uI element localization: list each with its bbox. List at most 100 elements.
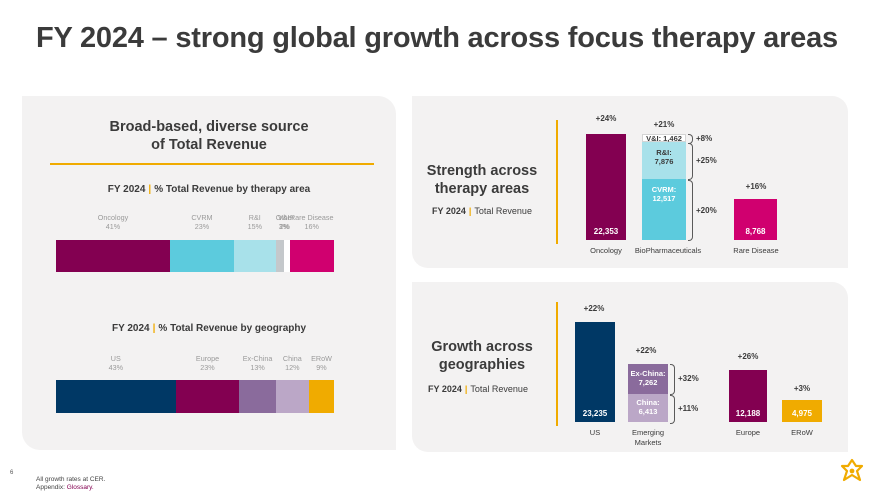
geo-mix-label: ERoW 9% <box>311 354 332 372</box>
geo-mix-subtitle-year: FY 2024 <box>111 323 150 334</box>
cvrm-value: 12,517 <box>652 194 676 203</box>
revenue-mix-title: Broad-based, diverse source of Total Rev… <box>22 118 396 154</box>
biopharma-growth: +21% <box>653 120 675 129</box>
cvrm-growth: +20% <box>696 206 717 215</box>
erow-growth: +3% <box>793 384 811 393</box>
pipe-separator: | <box>152 323 156 334</box>
revenue-mix-panel: Broad-based, diverse source of Total Rev… <box>22 96 396 450</box>
geography-title: Growth across geographies <box>412 338 552 374</box>
footnote: All growth rates at CER. Appendix: Gloss… <box>36 476 105 492</box>
cvrm-segment: CVRM: 12,517 <box>642 179 686 240</box>
vi-growth: +8% <box>696 134 713 143</box>
geography-title-line2: geographies <box>438 357 526 373</box>
geo-mix-label-name: ERoW <box>311 354 332 363</box>
accent-divider <box>556 302 558 426</box>
oncology-bar: 22,353 <box>586 134 626 240</box>
geo-mix-segment-china <box>275 380 309 413</box>
rare-value: 8,768 <box>745 227 766 236</box>
us-bar: 23,235 <box>575 322 615 422</box>
therapy-mix-label: CVRM 23% <box>191 213 212 231</box>
glossary-link[interactable]: Glossary. <box>66 484 94 491</box>
therapy-mix-label: R&I 15% <box>248 213 262 231</box>
geo-mix-label-pct: 9% <box>316 363 327 372</box>
cvrm-label: CVRM: 12,517 <box>642 185 686 203</box>
china-value: 6,413 <box>638 407 658 416</box>
therapy-mix-label-pct: 2% <box>279 222 290 231</box>
oncology-growth: +24% <box>595 114 617 123</box>
therapy-area-subtitle-year: FY 2024 <box>432 206 466 216</box>
europe-bar: 12,188 <box>729 370 767 422</box>
us-value: 23,235 <box>582 409 608 418</box>
geography-subtitle-year: FY 2024 <box>428 384 462 394</box>
therapy-mix-label-pct: 3% <box>278 222 289 231</box>
therapy-area-subtitle: FY 2024 | Total Revenue <box>432 206 532 216</box>
geo-mix-segment-us <box>56 380 176 413</box>
geo-mix-label-pct: 23% <box>200 363 215 372</box>
footnote-prefix: Appendix: <box>36 484 67 491</box>
rare-bar: 8,768 <box>734 199 777 240</box>
page-number: 6 <box>10 470 14 476</box>
revenue-mix-title-line1: Broad-based, diverse source <box>109 119 309 135</box>
therapy-mix-label-name: Other <box>275 213 294 222</box>
ri-label: R&I: 7,876 <box>642 148 686 166</box>
geo-mix-label: Europe 23% <box>196 354 219 372</box>
exchina-brace <box>670 364 675 395</box>
ri-segment: R&I: 7,876 <box>642 142 686 179</box>
erow-value: 4,975 <box>791 409 813 418</box>
pipe-separator: | <box>468 206 472 216</box>
exchina-value: 7,262 <box>638 378 658 387</box>
company-logo-icon <box>840 458 864 482</box>
geography-subtitle-text: Total Revenue <box>470 384 528 394</box>
exchina-growth: +32% <box>678 374 699 383</box>
therapy-mix-segment-cvrm <box>169 240 234 272</box>
oncology-label: Oncology <box>590 246 622 255</box>
geography-subtitle: FY 2024 | Total Revenue <box>428 384 528 394</box>
erow-bar: 4,975 <box>782 400 822 422</box>
footnote-line1: All growth rates at CER. <box>36 476 106 483</box>
geo-mix-bar <box>56 380 334 413</box>
geo-mix-label-name: Ex-China <box>242 354 273 363</box>
europe-value: 12,188 <box>735 409 761 418</box>
erow-label: ERoW <box>791 428 813 437</box>
therapy-mix-label-pct: 41% <box>105 222 121 231</box>
china-brace <box>670 395 675 424</box>
therapy-mix-label: Other 2% <box>276 213 294 231</box>
therapy-area-subtitle-text: Total Revenue <box>474 206 532 216</box>
therapy-mix-label-name: V&I <box>277 213 290 222</box>
em-label: Emerging Markets <box>632 428 664 448</box>
vi-segment: V&I: 1,462 <box>642 134 686 143</box>
pipe-separator: | <box>148 184 152 195</box>
therapy-mix-segment-r-i <box>233 240 276 272</box>
therapy-mix-segment-oncology <box>56 240 170 272</box>
us-growth: +22% <box>583 304 605 313</box>
rare-growth: +16% <box>745 182 767 191</box>
oncology-value: 22,353 <box>593 227 619 236</box>
geo-mix-subtitle-text: % Total Revenue by geography <box>158 323 307 334</box>
geo-mix-segment-europe <box>175 380 240 413</box>
ri-brace <box>688 143 693 180</box>
revenue-mix-title-line2: of Total Revenue <box>151 137 267 153</box>
therapy-area-panel: Strength across therapy areas FY 2024 | To… <box>412 96 848 268</box>
exchina-name: Ex-China: <box>630 369 666 378</box>
page-title: FY 2024 – strong global growth across fo… <box>36 22 838 54</box>
europe-growth: +26% <box>737 352 759 361</box>
china-segment: China: 6,413 <box>628 394 668 422</box>
geography-panel: Growth across geographies FY 2024 | Total … <box>412 282 848 452</box>
therapy-area-title: Strength across therapy areas <box>412 162 552 198</box>
ri-name: R&I: <box>656 148 672 157</box>
therapy-mix-label: Oncology 41% <box>98 213 128 231</box>
cvrm-brace <box>688 180 693 241</box>
europe-label: Europe <box>735 428 761 437</box>
footnote-line2: Appendix: Glossary. <box>36 484 105 492</box>
therapy-mix-label: Rare Disease 16% <box>290 213 334 231</box>
geo-mix-label: US 43% <box>109 354 123 372</box>
geo-mix-subtitle: FY 2024 |% Total Revenue by geography <box>22 323 396 334</box>
cvrm-name: CVRM: <box>651 185 677 194</box>
therapy-mix-label: V&I 3% <box>278 213 290 231</box>
geo-mix-label-name: China <box>282 354 302 363</box>
therapy-mix-label-pct: 23% <box>194 222 210 231</box>
us-label: US <box>589 428 601 437</box>
em-label-line1: Emerging <box>631 428 665 437</box>
divider <box>50 163 374 165</box>
therapy-mix-segment-rare-disease <box>289 240 334 272</box>
